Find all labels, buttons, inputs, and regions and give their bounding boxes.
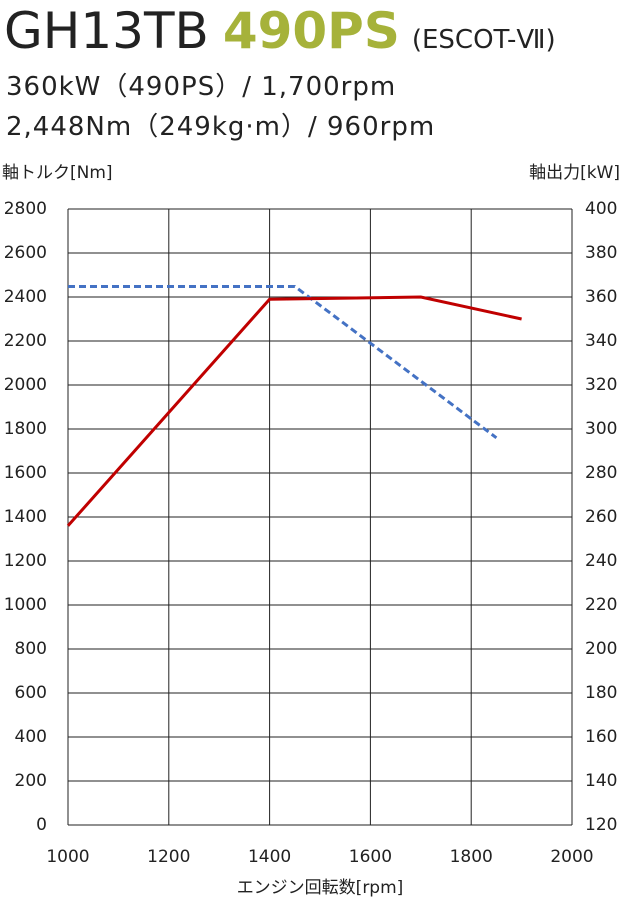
y-tick-label: 200 xyxy=(15,771,47,791)
x-tick-label: 1600 xyxy=(349,847,392,867)
y-tick-label: 2000 xyxy=(4,375,47,395)
y2-tick-label: 280 xyxy=(585,463,617,483)
y2-tick-label: 240 xyxy=(585,551,617,571)
title-highlight: 490PS xyxy=(223,2,400,60)
title-suffix: (ESCOT-Ⅶ) xyxy=(412,25,556,55)
y-tick-label: 1200 xyxy=(4,551,47,571)
x-axis-title: エンジン回転数[rpm] xyxy=(237,878,404,898)
y2-tick-label: 140 xyxy=(585,771,617,791)
y2-tick-label: 120 xyxy=(585,815,617,835)
x-tick-label: 1400 xyxy=(248,847,291,867)
y-tick-label: 400 xyxy=(15,727,47,747)
y2-tick-label: 220 xyxy=(585,595,617,615)
subtitle: 2,448Nm（249kg·m）/ 960rpm xyxy=(6,112,435,142)
y2-tick-label: 160 xyxy=(585,727,617,747)
y2-tick-label: 340 xyxy=(585,331,617,351)
subtitle: 360kW（490PS）/ 1,700rpm xyxy=(6,72,396,102)
y-tick-label: 600 xyxy=(15,683,47,703)
title-main: GH13TB xyxy=(4,2,209,60)
chart-title: GH13TB 490PS (ESCOT-Ⅶ) xyxy=(4,2,556,60)
x-tick-label: 1800 xyxy=(450,847,493,867)
y-tick-label: 0 xyxy=(36,815,47,835)
y2-axis-title: 軸出力[kW] xyxy=(529,163,620,183)
y-axis-title: 軸トルク[Nm] xyxy=(2,163,113,183)
y-tick-label: 1600 xyxy=(4,463,47,483)
y2-tick-label: 320 xyxy=(585,375,617,395)
y-tick-label: 2200 xyxy=(4,331,47,351)
y2-tick-label: 200 xyxy=(585,639,617,659)
y-tick-label: 1800 xyxy=(4,419,47,439)
series-line xyxy=(66,295,522,527)
y2-tick-label: 400 xyxy=(585,199,617,219)
y2-tick-label: 380 xyxy=(585,243,617,263)
y-tick-label: 800 xyxy=(15,639,47,659)
y-tick-label: 2800 xyxy=(4,199,47,219)
y-tick-label: 1400 xyxy=(4,507,47,527)
series-line xyxy=(68,284,498,439)
y2-tick-label: 180 xyxy=(585,683,617,703)
y-tick-label: 2400 xyxy=(4,287,47,307)
y-tick-label: 2600 xyxy=(4,243,47,263)
y2-tick-label: 360 xyxy=(585,287,617,307)
y2-tick-label: 260 xyxy=(585,507,617,527)
x-tick-label: 1000 xyxy=(46,847,89,867)
y-tick-label: 1000 xyxy=(4,595,47,615)
x-tick-label: 2000 xyxy=(550,847,593,867)
y2-tick-label: 300 xyxy=(585,419,617,439)
x-tick-label: 1200 xyxy=(147,847,190,867)
